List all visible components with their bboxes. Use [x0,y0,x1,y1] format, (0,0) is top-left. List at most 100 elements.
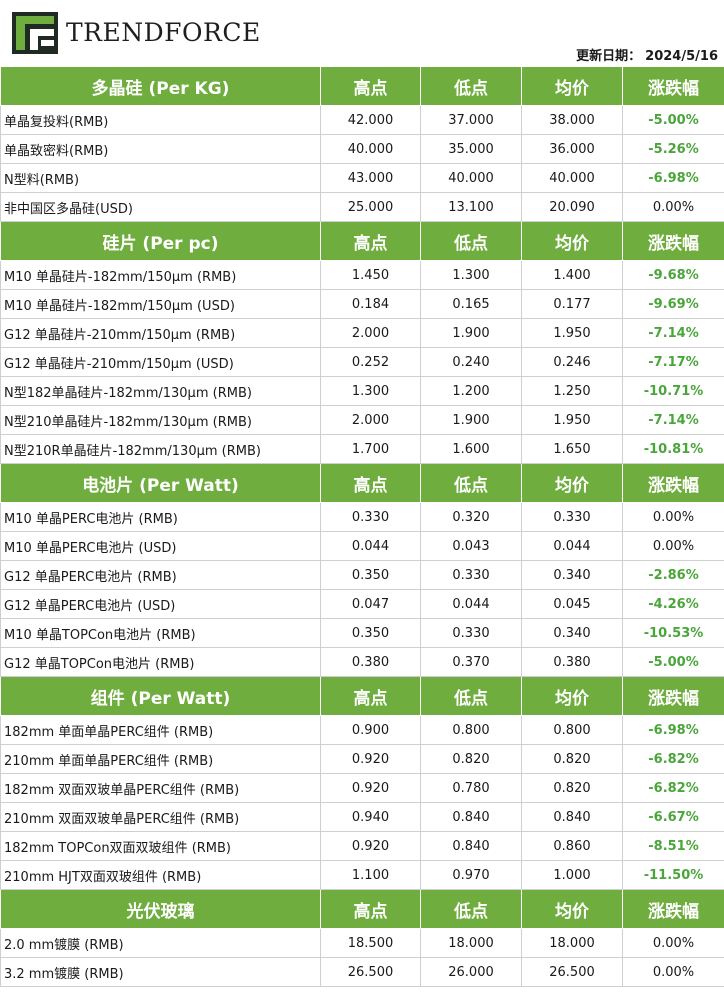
avg-price-cell: 1.400 [521,260,623,290]
avg-price-cell: 0.860 [521,831,623,861]
high-price-cell: 43.000 [320,163,421,193]
change-cell: 0.00% [622,531,724,561]
high-price-cell: 0.330 [320,502,421,532]
change-cell: -5.00% [622,105,724,135]
section-title: 硅片 (Per pc) [0,221,321,261]
change-cell: -6.67% [622,802,724,832]
low-price-cell: 13.100 [420,192,522,222]
table-row: G12 单晶TOPCon电池片 (RMB) 0.380 0.370 0.380 -5.0… [0,647,724,677]
high-price-cell: 0.920 [320,773,421,803]
low-price-cell: 0.970 [420,860,522,890]
high-price-cell: 1.700 [320,434,421,464]
change-cell: -6.98% [622,163,724,193]
brand-name: TRENDFORCE [66,18,261,47]
table-row: 182mm TOPCon双面双玻组件 (RMB) 0.920 0.840 0.860-… [0,831,724,861]
avg-price-cell: 36.000 [521,134,623,164]
high-price-cell: 0.920 [320,744,421,774]
avg-price-cell: 0.045 [521,589,623,619]
change-cell: -7.17% [622,347,724,377]
product-name-cell: 3.2 mm镀膜 (RMB) [0,957,321,987]
column-header-change: 涨跌幅 [622,66,724,106]
avg-price-cell: 1.650 [521,434,623,464]
low-price-cell: 0.330 [420,618,522,648]
table-row: N型210R单晶硅片-182mm/130μm (RMB) 1.700 1.600 1.… [0,434,724,464]
column-header-change: 涨跌幅 [622,463,724,503]
column-header-avg: 均价 [521,889,623,929]
column-header-change: 涨跌幅 [622,889,724,929]
product-name-cell: G12 单晶PERC电池片 (RMB) [0,560,321,590]
avg-price-cell: 26.500 [521,957,623,987]
change-cell: 0.00% [622,502,724,532]
high-price-cell: 0.350 [320,560,421,590]
avg-price-cell: 18.000 [521,928,623,958]
product-name-cell: 182mm 双面双玻单晶PERC组件 (RMB) [0,773,321,803]
table-row: 210mm 单面单晶PERC组件 (RMB) 0.920 0.820 0.820 -6.… [0,744,724,774]
avg-price-cell: 1.950 [521,405,623,435]
product-name-cell: 非中国区多晶硅(USD) [0,192,321,222]
avg-price-cell: 0.330 [521,502,623,532]
change-cell: 0.00% [622,192,724,222]
high-price-cell: 0.184 [320,289,421,319]
low-price-cell: 0.780 [420,773,522,803]
low-price-cell: 35.000 [420,134,522,164]
change-cell: -10.81% [622,434,724,464]
high-price-cell: 0.350 [320,618,421,648]
price-table-body: 多晶硅 (Per KG) 高点 低点 均价 涨跌幅 单晶复投料(RMB) 42.000 37.… [0,66,724,987]
product-name-cell: M10 单晶TOPCon电池片 (RMB) [0,618,321,648]
table-row: N型料(RMB) 43.000 40.000 40.000 -6.98% [0,163,724,193]
table-row: 182mm 双面双玻单晶PERC组件 (RMB) 0.920 0.780 0.820-… [0,773,724,803]
avg-price-cell: 1.250 [521,376,623,406]
avg-price-cell: 0.820 [521,773,623,803]
column-header-high: 高点 [320,889,421,929]
change-cell: -9.69% [622,289,724,319]
avg-price-cell: 0.246 [521,347,623,377]
change-cell: -11.50% [622,860,724,890]
low-price-cell: 0.240 [420,347,522,377]
high-price-cell: 0.252 [320,347,421,377]
table-row: 单晶致密料(RMB) 40.000 35.000 36.000 -5.26% [0,134,724,164]
change-cell: -4.26% [622,589,724,619]
column-header-avg: 均价 [521,463,623,503]
change-cell: -6.82% [622,744,724,774]
product-name-cell: 单晶复投料(RMB) [0,105,321,135]
high-price-cell: 0.940 [320,802,421,832]
column-header-change: 涨跌幅 [622,221,724,261]
change-cell: -10.71% [622,376,724,406]
high-price-cell: 0.920 [320,831,421,861]
low-price-cell: 0.043 [420,531,522,561]
product-name-cell: G12 单晶PERC电池片 (USD) [0,589,321,619]
avg-price-cell: 38.000 [521,105,623,135]
avg-price-cell: 0.340 [521,560,623,590]
avg-price-cell: 0.340 [521,618,623,648]
avg-price-cell: 0.380 [521,647,623,677]
product-name-cell: M10 单晶PERC电池片 (RMB) [0,502,321,532]
product-name-cell: M10 单晶硅片-182mm/150μm (RMB) [0,260,321,290]
table-row: G12 单晶硅片-210mm/150μm (USD) 0.252 0.240 0.24… [0,347,724,377]
product-name-cell: N型210单晶硅片-182mm/130μm (RMB) [0,405,321,435]
column-header-avg: 均价 [521,676,623,716]
price-table: 多晶硅 (Per KG) 高点 低点 均价 涨跌幅 单晶复投料(RMB) 42.000 37.… [0,66,724,987]
change-cell: -6.82% [622,773,724,803]
change-cell: -6.98% [622,715,724,745]
section-title: 组件 (Per Watt) [0,676,321,716]
change-cell: -5.00% [622,647,724,677]
table-row: 3.2 mm镀膜 (RMB) 26.500 26.000 26.500 0.00% [0,957,724,987]
avg-price-cell: 0.044 [521,531,623,561]
section-header-row: 组件 (Per Watt) 高点 低点 均价 涨跌幅 [0,676,724,716]
update-date: 更新日期： 2024/5/16 [576,45,718,64]
low-price-cell: 1.200 [420,376,522,406]
low-price-cell: 0.330 [420,560,522,590]
table-row: G12 单晶硅片-210mm/150μm (RMB) 2.000 1.900 1.95… [0,318,724,348]
product-name-cell: G12 单晶硅片-210mm/150μm (USD) [0,347,321,377]
column-header-avg: 均价 [521,221,623,261]
product-name-cell: 182mm 单面单晶PERC组件 (RMB) [0,715,321,745]
product-name-cell: N型182单晶硅片-182mm/130μm (RMB) [0,376,321,406]
section-header-row: 硅片 (Per pc) 高点 低点 均价 涨跌幅 [0,221,724,261]
low-price-cell: 1.900 [420,405,522,435]
high-price-cell: 26.500 [320,957,421,987]
high-price-cell: 1.450 [320,260,421,290]
product-name-cell: G12 单晶TOPCon电池片 (RMB) [0,647,321,677]
product-name-cell: 210mm HJT双面双玻组件 (RMB) [0,860,321,890]
product-name-cell: 210mm 单面单晶PERC组件 (RMB) [0,744,321,774]
low-price-cell: 0.165 [420,289,522,319]
